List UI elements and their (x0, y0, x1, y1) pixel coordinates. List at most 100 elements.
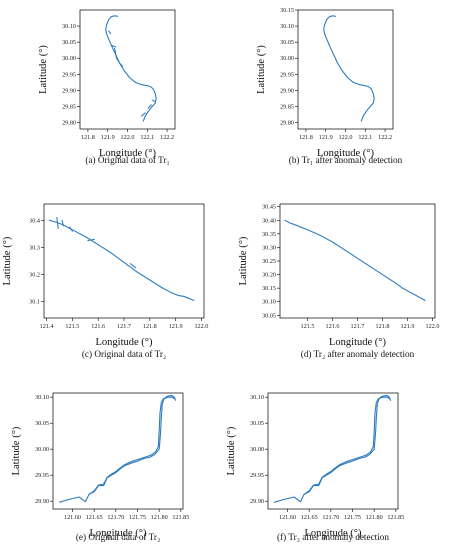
x-tick-label: 122.1 (358, 134, 372, 141)
y-tick-label: 29.80 (62, 120, 76, 127)
y-tick-label: 29.90 (250, 498, 264, 505)
y-tick-label: 30.00 (62, 55, 76, 62)
panel-caption: (f) Tr₃ after anomaly detection (277, 532, 389, 542)
y-tick-label: 30.15 (262, 285, 276, 292)
x-tick-label: 121.7 (117, 323, 131, 330)
y-tick-label: 30.00 (35, 446, 49, 453)
x-tick-label: 121.6 (91, 323, 105, 330)
anomaly-spike (108, 30, 112, 35)
x-axis-label: Longitude (°) (317, 148, 374, 159)
y-tick-label: 30.20 (262, 272, 276, 279)
plot-frame (52, 392, 184, 510)
panel-caption: (a) Original data of Tr₁ (85, 155, 169, 165)
x-tick-label: 121.85 (172, 514, 189, 521)
y-tick-label: 30.25 (262, 258, 276, 265)
x-tick-label: 121.9 (169, 323, 183, 330)
x-tick-label: 122.0 (121, 134, 135, 141)
y-axis-label: Latitude (°) (238, 236, 249, 285)
panel-caption: (d) Tr₂ after anomaly detection (301, 349, 415, 359)
plot-frame (43, 203, 205, 319)
x-tick-label: 122.0 (426, 323, 440, 330)
y-tick-label: 29.90 (62, 87, 76, 94)
y-axis-label: Latitude (°) (38, 45, 49, 94)
x-tick-label: 121.9 (401, 323, 415, 330)
anomaly-spike (151, 99, 156, 103)
y-axis-label: Latitude (°) (11, 426, 22, 475)
y-tick-label: 30.00 (280, 55, 294, 62)
y-tick-label: 29.95 (250, 472, 264, 479)
y-tick-label: 30.10 (250, 394, 264, 401)
y-tick-label: 30.05 (62, 39, 76, 46)
chart-panel-2: 121.8 121.9 122.0 122.1 122.2 29.80 29.85 29.90… (256, 7, 403, 165)
y-tick-label: 30.4 (29, 217, 40, 224)
x-tick-label: 121.6 (326, 323, 340, 330)
y-axis-label: Latitude (°) (2, 236, 13, 285)
panel-caption: (b) Tr₁ after anomaly detection (289, 155, 403, 165)
x-tick-label: 121.8 (143, 323, 157, 330)
plot-frame (267, 392, 399, 510)
x-axis-label: Longitude (°) (96, 337, 153, 348)
y-tick-label: 30.05 (280, 39, 294, 46)
chart-panel-1: 121.8 121.9 122.0 122.1 122.2 29.80 29.85 29.90… (38, 9, 176, 165)
anomaly-spike (140, 112, 146, 117)
chart-panel-4: 121.5 121.6 121.7 121.8 121.9 122.0 30.05 30.10… (238, 203, 440, 359)
x-tick-label: 122.0 (194, 323, 208, 330)
y-tick-label: 30.30 (262, 244, 276, 251)
y-tick-label: 30.35 (262, 231, 276, 238)
y-tick-label: 29.90 (280, 87, 294, 94)
trajectory-line (323, 15, 375, 122)
anomaly-spike (129, 263, 137, 269)
x-tick-label: 121.85 (387, 514, 404, 521)
x-tick-label: 121.5 (301, 323, 315, 330)
x-tick-label: 122.0 (339, 134, 353, 141)
y-tick-label: 30.2 (29, 272, 40, 279)
anomaly-spike (69, 226, 73, 232)
y-tick-label: 30.1 (29, 299, 40, 306)
x-tick-label: 121.8 (81, 134, 95, 141)
plot-frame (279, 203, 436, 319)
x-tick-label: 121.9 (101, 134, 115, 141)
x-axis-label: Longitude (°) (329, 337, 386, 348)
trajectory-line (273, 395, 392, 503)
y-axis-label: Latitude (°) (256, 45, 267, 94)
x-axis-label: Longitude (°) (90, 528, 147, 539)
x-tick-label: 121.60 (279, 514, 296, 521)
x-tick-label: 121.8 (376, 323, 390, 330)
anomaly-spike (119, 62, 124, 67)
anomaly-spike (56, 217, 59, 229)
anomaly-spike (147, 104, 152, 109)
trajectory-line (48, 219, 195, 301)
plot-frame (79, 9, 176, 130)
y-tick-label: 30.05 (262, 312, 276, 319)
y-tick-label: 30.05 (250, 420, 264, 427)
y-tick-label: 29.85 (62, 103, 76, 110)
y-tick-label: 29.80 (280, 120, 294, 127)
x-tick-label: 121.75 (344, 514, 361, 521)
trajectory-line (88, 396, 175, 495)
anomaly-spike (116, 57, 120, 63)
x-tick-label: 121.5 (65, 323, 79, 330)
x-tick-label: 121.9 (319, 134, 333, 141)
chart-panel-5: 121.60 121.65 121.70 121.75 121.80 121.85 29.9… (11, 392, 189, 542)
anomaly-spike (87, 238, 95, 242)
y-tick-label: 30.00 (250, 446, 264, 453)
y-tick-label: 29.90 (35, 498, 49, 505)
panel-caption: (c) Original data of Tr₂ (82, 349, 166, 359)
chart-panel-3: 121.4 121.5 121.6 121.7 121.8 121.9 122.0 30.1 3… (2, 203, 208, 359)
x-tick-label: 121.70 (322, 514, 339, 521)
x-tick-label: 122.2 (378, 134, 392, 141)
x-tick-label: 121.4 (40, 323, 54, 330)
x-tick-label: 121.60 (64, 514, 81, 521)
x-axis-label: Longitude (°) (99, 148, 156, 159)
x-tick-label: 121.75 (129, 514, 146, 521)
y-tick-label: 30.10 (262, 299, 276, 306)
trajectory-line (105, 15, 157, 122)
x-tick-label: 121.80 (151, 514, 168, 521)
plot-frame (297, 9, 394, 130)
trajectory-line (284, 219, 426, 301)
x-tick-label: 122.1 (140, 134, 154, 141)
y-tick-label: 30.05 (35, 420, 49, 427)
x-tick-label: 121.8 (299, 134, 313, 141)
y-tick-label: 29.95 (62, 71, 76, 78)
